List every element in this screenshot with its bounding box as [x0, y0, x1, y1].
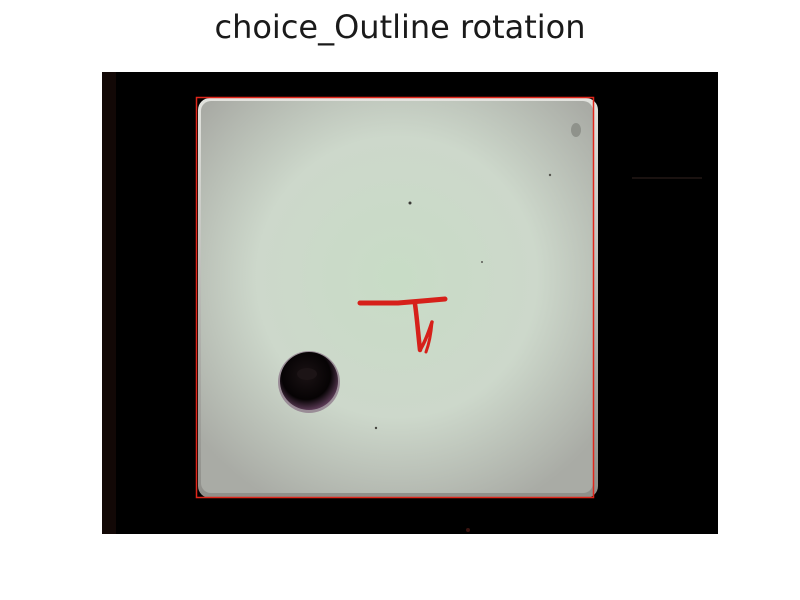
- background-glint: [632, 177, 702, 179]
- figure-title: choice_Outline rotation: [214, 8, 586, 46]
- red-marking: [357, 296, 448, 354]
- background-speck: [466, 528, 470, 532]
- die-photo-canvas: [102, 72, 718, 534]
- outline-rectangle: [195, 96, 595, 499]
- speck: [481, 261, 483, 263]
- speck: [548, 173, 552, 177]
- left-shadow-strip: [102, 72, 116, 534]
- speck: [408, 201, 412, 205]
- pip-highlight: [297, 368, 317, 380]
- die-pip: [280, 352, 338, 410]
- die-face: [201, 101, 593, 493]
- corner-chip: [571, 123, 581, 137]
- speck: [374, 426, 378, 430]
- die-photo: [102, 72, 718, 534]
